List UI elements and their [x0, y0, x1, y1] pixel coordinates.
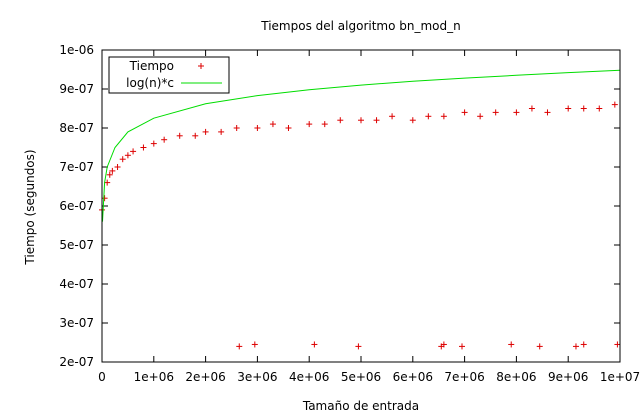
legend-box — [108, 56, 230, 94]
data-point — [109, 167, 116, 174]
y-tick-label: 2e-07 — [59, 355, 94, 369]
plot-frame — [101, 49, 621, 363]
data-point — [202, 128, 209, 135]
x-axis-title: Tamaño de entrada — [302, 399, 419, 413]
y-axis-title: Tiempo (segundos) — [23, 149, 37, 265]
legend-label-tiempo: Tiempo — [129, 59, 174, 73]
data-point — [409, 117, 416, 124]
data-point — [492, 109, 499, 116]
data-point — [614, 341, 621, 348]
data-point — [572, 343, 579, 350]
chart-title: Tiempos del algoritmo bn_mod_n — [260, 19, 460, 33]
data-point — [528, 105, 535, 112]
data-point — [254, 125, 261, 131]
data-point — [176, 132, 183, 139]
data-point — [536, 343, 543, 350]
x-tick-label: 0 — [98, 370, 106, 384]
data-point — [596, 105, 603, 112]
x-tick-label: 5e+06 — [341, 370, 381, 384]
data-point — [119, 156, 126, 163]
data-point — [161, 136, 168, 143]
y-tick-label: 3e-07 — [59, 316, 94, 330]
data-point — [150, 140, 157, 147]
data-point — [440, 113, 447, 120]
data-point — [114, 164, 121, 170]
y-tick-label: 9e-07 — [59, 82, 94, 96]
series-line-logn — [102, 69, 621, 222]
data-point — [373, 117, 380, 124]
data-point — [285, 125, 292, 131]
x-tick-label: 1e+07 — [600, 370, 640, 384]
x-tick-label: 1e+06 — [134, 370, 174, 384]
y-tick-label: 7e-07 — [59, 160, 94, 174]
data-point — [459, 343, 466, 350]
data-point — [611, 101, 618, 108]
legend-marker-tiempo — [198, 63, 204, 69]
data-point — [461, 109, 468, 116]
y-tick-label: 1e-06 — [59, 43, 94, 57]
data-point — [425, 113, 432, 120]
legend: Tiempo log(n)*c — [108, 56, 230, 94]
x-tick-label: 4e+06 — [289, 370, 329, 384]
data-point — [337, 117, 344, 124]
y-tick-label: 8e-07 — [59, 121, 94, 135]
data-point — [306, 121, 313, 128]
data-point — [104, 179, 111, 186]
series-points-tiempo — [99, 101, 621, 350]
data-point — [355, 343, 362, 350]
data-point — [477, 113, 484, 120]
data-point — [580, 341, 587, 348]
data-point — [140, 144, 147, 151]
data-point — [321, 121, 328, 128]
x-tick-label: 3e+06 — [237, 370, 277, 384]
data-point — [236, 343, 243, 350]
data-point — [124, 152, 131, 159]
data-point — [565, 105, 572, 112]
data-point — [311, 341, 318, 348]
data-point — [218, 128, 225, 135]
x-tick-label: 7e+06 — [444, 370, 484, 384]
data-point — [580, 105, 587, 112]
y-tick-label: 5e-07 — [59, 238, 94, 252]
y-tick-label: 6e-07 — [59, 199, 94, 213]
x-axis-ticks: 0 1e+06 2e+06 3e+06 4e+06 5e+06 6e+06 7e+06 8e+0… — [98, 50, 640, 384]
data-point — [106, 171, 113, 178]
x-tick-label: 8e+06 — [496, 370, 536, 384]
x-tick-label: 2e+06 — [185, 370, 225, 384]
x-tick-label: 6e+06 — [393, 370, 433, 384]
legend-marker-symbol — [198, 63, 204, 69]
data-point — [544, 109, 551, 116]
data-point — [440, 341, 447, 348]
legend-label-logn: log(n)*c — [126, 76, 174, 90]
x-tick-label: 9e+06 — [548, 370, 588, 384]
data-point — [389, 113, 396, 120]
data-point — [513, 109, 520, 116]
y-tick-label: 4e-07 — [59, 277, 94, 291]
data-point — [101, 195, 108, 202]
data-point — [233, 125, 240, 131]
plot-series — [99, 69, 621, 350]
data-point — [269, 121, 276, 128]
data-point — [130, 148, 137, 155]
data-point — [192, 132, 199, 139]
data-point — [508, 341, 515, 348]
data-point — [251, 341, 258, 348]
data-point — [358, 117, 364, 124]
